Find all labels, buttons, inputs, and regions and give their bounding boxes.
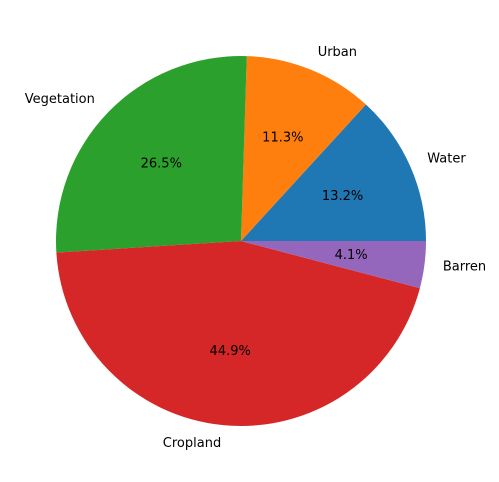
slice-cropland (56, 241, 420, 426)
slice-urban (241, 56, 366, 242)
slice-label-barren: Barren (443, 260, 486, 275)
slice-percent-barren: 4.1% (335, 248, 368, 263)
pie-slices (56, 56, 426, 426)
pie-labels: Water 13.2% Urban 11.3% Vegetation 26.5% Cropl… (25, 45, 486, 451)
slice-label-urban: Urban (318, 45, 357, 60)
slice-percent-cropland: 44.9% (210, 344, 251, 359)
slice-percent-water: 13.2% (322, 189, 363, 204)
slice-barren (241, 241, 426, 289)
slice-vegetation (56, 56, 247, 253)
slice-percent-vegetation: 26.5% (141, 156, 182, 171)
slice-water (241, 104, 426, 241)
slice-label-cropland: Cropland (163, 436, 221, 451)
slice-label-water: Water (427, 152, 466, 167)
slice-percent-urban: 11.3% (262, 131, 303, 146)
slice-label-vegetation: Vegetation (25, 92, 95, 107)
